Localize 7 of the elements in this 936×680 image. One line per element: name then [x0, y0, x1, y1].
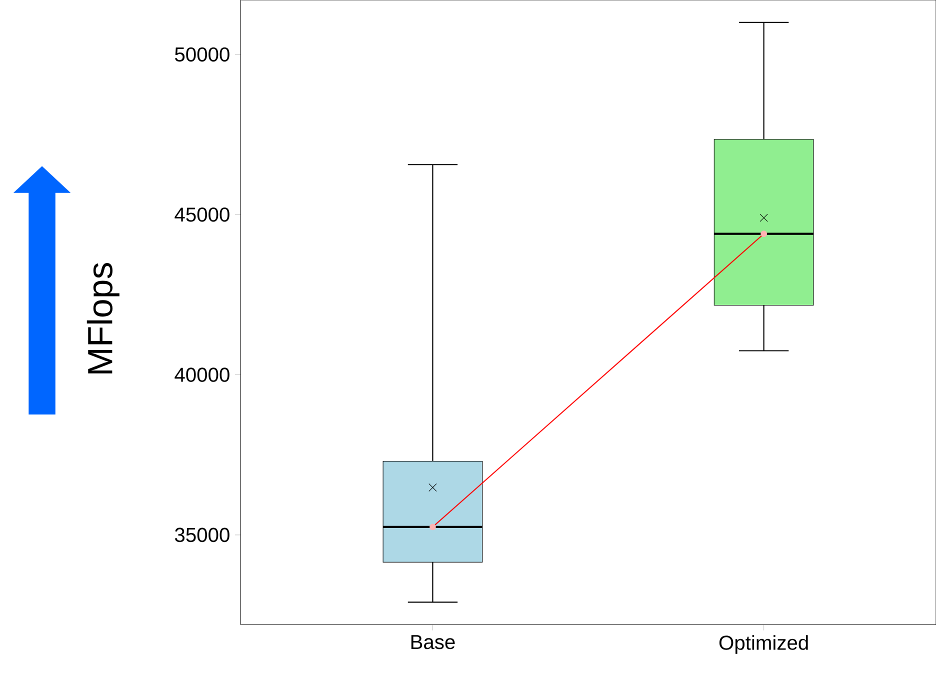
x-tick-label: Optimized: [719, 635, 808, 654]
x-tick-label: Base: [411, 635, 455, 650]
y-tick-label: 45000: [174, 207, 230, 222]
y-tick-label: 35000: [174, 528, 230, 542]
y-tick-label: 40000: [174, 368, 230, 382]
y-tick-label: 50000: [175, 47, 230, 62]
y-axis-title: MFlops: [86, 263, 120, 374]
